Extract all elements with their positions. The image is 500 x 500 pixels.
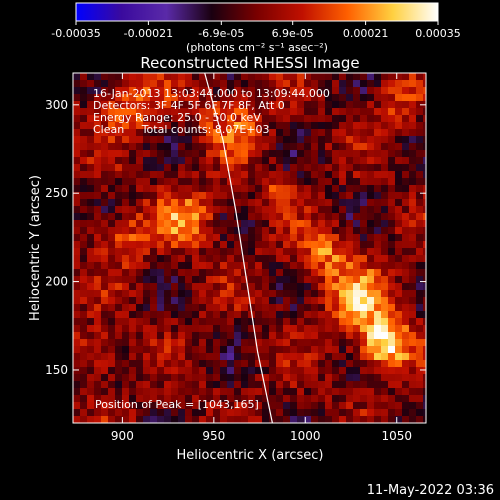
annotation-time: 16-Jan-2013 13:03:44.000 to 13:09:44.000 — [93, 87, 330, 100]
colorbar-gradient — [75, 2, 439, 22]
y-tick-label: 300 — [45, 98, 68, 112]
y-axis-label: Heliocentric Y (arcsec) — [28, 175, 43, 321]
chart-title: Reconstructed RHESSI Image — [140, 54, 359, 72]
plot-frame — [72, 72, 427, 424]
colorbar-tick-label: -6.9e-05 — [198, 27, 244, 40]
heatmap-area — [73, 73, 426, 423]
annotation-clean: Clean Total counts: 8.07E+03 — [93, 123, 270, 136]
x-axis-ticks: 900 950 1000 1050 — [111, 73, 412, 443]
colorbar-tick-label: 0.00021 — [343, 27, 389, 40]
colorbar-unit-label: (photons cm⁻² s⁻¹ asec⁻²) — [186, 41, 328, 54]
footer-date: 11-May-2022 03:36 — [366, 483, 494, 498]
y-tick-label: 150 — [45, 363, 68, 377]
heatmap-cells — [73, 73, 426, 423]
x-axis-label: Heliocentric X (arcsec) — [177, 448, 324, 463]
y-axis-ticks: 150 200 250 300 — [45, 98, 426, 377]
y-tick-label: 250 — [45, 186, 68, 200]
annotation-detectors: Detectors: 3F 4F 5F 6F 7F 8F, Att 0 — [93, 99, 285, 112]
colorbar-tick-label: 6.9e-05 — [272, 27, 314, 40]
colorbar: -0.00035 -0.00021 -6.9e-05 6.9e-05 0.00021 0.… — [51, 2, 461, 54]
colorbar-tick-label: -0.00035 — [51, 27, 100, 40]
x-tick-label: 1000 — [290, 429, 321, 443]
x-tick-label: 900 — [111, 429, 134, 443]
peak-position-label: Position of Peak = [1043,165] — [95, 398, 259, 411]
annotation-block: 16-Jan-2013 13:03:44.000 to 13:09:44.000… — [93, 87, 330, 411]
colorbar-tick-label: 0.00035 — [415, 27, 461, 40]
x-tick-label: 1050 — [381, 429, 412, 443]
x-tick-label: 950 — [202, 429, 225, 443]
solar-limb-curve — [204, 73, 273, 423]
colorbar-tick-label: -0.00021 — [124, 27, 173, 40]
y-tick-label: 200 — [45, 275, 68, 289]
colorbar-ticks: -0.00035 -0.00021 -6.9e-05 6.9e-05 0.00021 0.… — [51, 21, 461, 40]
annotation-energy: Energy Range: 25.0 - 50.0 keV — [93, 111, 261, 124]
